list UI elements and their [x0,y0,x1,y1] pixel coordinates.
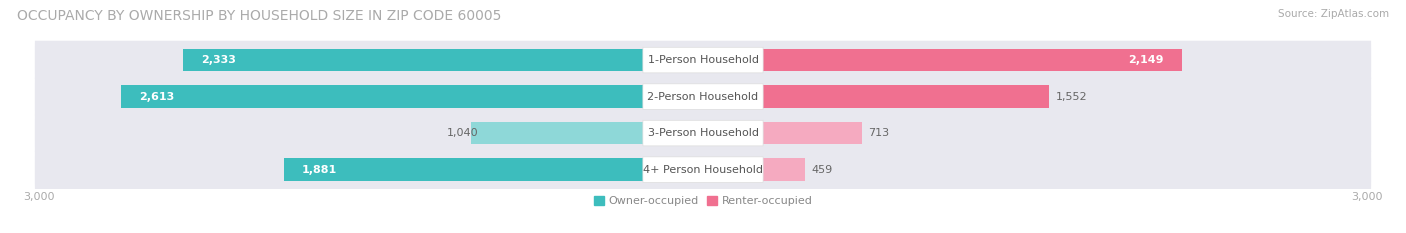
Text: 2,333: 2,333 [201,55,236,65]
FancyBboxPatch shape [35,77,1371,116]
Text: 713: 713 [869,128,890,138]
Text: 4+ Person Household: 4+ Person Household [643,164,763,175]
Bar [183,49,703,71]
FancyBboxPatch shape [35,114,1371,152]
Bar [703,85,1049,108]
Bar [284,158,703,181]
FancyBboxPatch shape [643,120,763,146]
Text: 1-Person Household: 1-Person Household [648,55,758,65]
Bar [703,49,1181,71]
FancyBboxPatch shape [643,47,763,73]
Text: 2-Person Household: 2-Person Household [647,92,759,102]
Text: 3-Person Household: 3-Person Household [648,128,758,138]
Legend: Owner-occupied, Renter-occupied: Owner-occupied, Renter-occupied [589,191,817,211]
FancyBboxPatch shape [643,157,763,182]
Text: 1,552: 1,552 [1056,92,1087,102]
Text: 3,000: 3,000 [24,192,55,202]
Bar [703,122,862,144]
Bar [121,85,703,108]
Text: Source: ZipAtlas.com: Source: ZipAtlas.com [1278,9,1389,19]
FancyBboxPatch shape [35,41,1371,79]
Text: OCCUPANCY BY OWNERSHIP BY HOUSEHOLD SIZE IN ZIP CODE 60005: OCCUPANCY BY OWNERSHIP BY HOUSEHOLD SIZE… [17,9,502,23]
Bar [703,158,806,181]
Text: 459: 459 [811,164,834,175]
Text: 1,040: 1,040 [447,128,478,138]
Text: 2,613: 2,613 [139,92,174,102]
Bar [471,122,703,144]
Text: 2,149: 2,149 [1129,55,1164,65]
Text: 1,881: 1,881 [302,164,337,175]
FancyBboxPatch shape [35,150,1371,189]
Text: 3,000: 3,000 [1351,192,1382,202]
FancyBboxPatch shape [643,84,763,109]
